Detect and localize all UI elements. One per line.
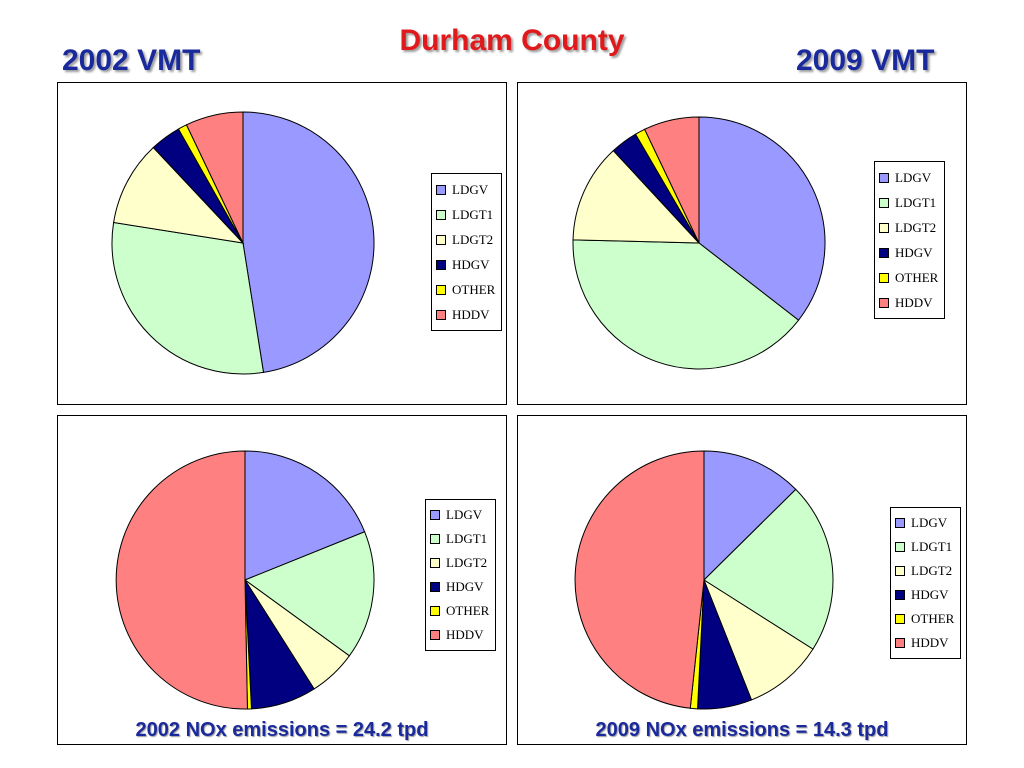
legend-swatch: [430, 534, 440, 544]
legend-swatch: [436, 310, 446, 320]
legend-item-ldgt2: LDGT2: [436, 227, 495, 252]
legend-item-hddv: HDDV: [430, 623, 489, 647]
legend-label: LDGV: [452, 182, 488, 198]
chart-title-2009-vmt: 2009 VMT: [796, 44, 934, 78]
legend-label: OTHER: [911, 611, 954, 627]
legend-item-hdgv: HDGV: [436, 252, 495, 277]
legend-item-ldgt1: LDGT1: [436, 202, 495, 227]
pie-panel-2009-vmt: LDGV LDGT1 LDGT2 HDGV OTHER HDDV: [517, 82, 967, 405]
legend-2002-nox: LDGV LDGT1 LDGT2 HDGV OTHER HDDV: [425, 499, 496, 651]
legend-swatch: [895, 542, 905, 552]
legend-swatch: [879, 198, 889, 208]
legend-2009-nox: LDGV LDGT1 LDGT2 HDGV OTHER HDDV: [890, 507, 961, 659]
legend-label: OTHER: [895, 270, 938, 286]
pie-panel-2002-nox: LDGV LDGT1 LDGT2 HDGV OTHER HDDV 2002 NOx emi…: [57, 415, 507, 745]
legend-item-other: OTHER: [895, 607, 954, 631]
legend-swatch: [895, 614, 905, 624]
legend-label: LDGT1: [446, 531, 487, 547]
legend-item-ldgt1: LDGT1: [430, 527, 489, 551]
legend-label: LDGT1: [895, 195, 936, 211]
legend-item-ldgt1: LDGT1: [895, 535, 954, 559]
legend-label: HDDV: [911, 635, 949, 651]
pie-slice-ldgv: [243, 112, 374, 372]
pie-panel-2009-nox: LDGV LDGT1 LDGT2 HDGV OTHER HDDV 2009 NOx emi…: [517, 415, 967, 745]
legend-item-ldgv: LDGV: [436, 177, 495, 202]
legend-swatch: [895, 638, 905, 648]
legend-item-ldgv: LDGV: [879, 165, 938, 190]
legend-label: LDGT2: [895, 220, 936, 236]
legend-swatch: [895, 566, 905, 576]
legend-label: OTHER: [446, 603, 489, 619]
pie-panel-2002-vmt: LDGV LDGT1 LDGT2 HDGV OTHER HDDV: [57, 82, 507, 405]
legend-swatch: [879, 173, 889, 183]
legend-label: LDGV: [446, 507, 482, 523]
legend-item-ldgt2: LDGT2: [879, 215, 938, 240]
caption-2002-nox: 2002 NOx emissions = 24.2 tpd: [58, 719, 506, 742]
legend-label: HDDV: [895, 295, 933, 311]
legend-item-hdgv: HDGV: [430, 575, 489, 599]
legend-item-other: OTHER: [430, 599, 489, 623]
legend-swatch: [879, 248, 889, 258]
legend-item-other: OTHER: [879, 265, 938, 290]
legend-swatch: [430, 558, 440, 568]
legend-label: HDGV: [446, 579, 484, 595]
chart-title-2002-vmt: 2002 VMT: [62, 44, 200, 78]
legend-swatch: [430, 510, 440, 520]
legend-label: LDGT2: [452, 232, 493, 248]
legend-item-ldgt2: LDGT2: [895, 559, 954, 583]
legend-swatch: [879, 298, 889, 308]
legend-swatch: [436, 185, 446, 195]
legend-label: LDGT2: [911, 563, 952, 579]
caption-2009-nox: 2009 NOx emissions = 14.3 tpd: [518, 719, 966, 742]
legend-item-ldgt1: LDGT1: [879, 190, 938, 215]
legend-swatch: [430, 606, 440, 616]
legend-label: HDGV: [911, 587, 949, 603]
legend-swatch: [436, 260, 446, 270]
legend-label: OTHER: [452, 282, 495, 298]
legend-label: LDGV: [911, 515, 947, 531]
legend-label: HDGV: [895, 245, 933, 261]
legend-swatch: [879, 223, 889, 233]
legend-label: HDDV: [446, 627, 484, 643]
legend-swatch: [895, 590, 905, 600]
legend-item-hddv: HDDV: [879, 290, 938, 315]
legend-swatch: [879, 273, 889, 283]
legend-swatch: [895, 518, 905, 528]
legend-label: HDGV: [452, 257, 490, 273]
pie-slice-hddv: [575, 451, 704, 708]
pie-slice-ldgt1: [112, 223, 263, 374]
legend-2002-vmt: LDGV LDGT1 LDGT2 HDGV OTHER HDDV: [431, 173, 502, 331]
legend-item-ldgv: LDGV: [895, 511, 954, 535]
legend-swatch: [436, 210, 446, 220]
legend-2009-vmt: LDGV LDGT1 LDGT2 HDGV OTHER HDDV: [874, 161, 945, 319]
legend-swatch: [436, 285, 446, 295]
legend-label: LDGT1: [452, 207, 493, 223]
legend-item-hddv: HDDV: [436, 302, 495, 327]
legend-swatch: [436, 235, 446, 245]
pie-slice-hddv: [116, 451, 247, 709]
legend-item-other: OTHER: [436, 277, 495, 302]
legend-item-hdgv: HDGV: [895, 583, 954, 607]
legend-label: LDGT1: [911, 539, 952, 555]
legend-item-hdgv: HDGV: [879, 240, 938, 265]
legend-item-ldgv: LDGV: [430, 503, 489, 527]
legend-swatch: [430, 630, 440, 640]
legend-item-hddv: HDDV: [895, 631, 954, 655]
legend-swatch: [430, 582, 440, 592]
legend-item-ldgt2: LDGT2: [430, 551, 489, 575]
legend-label: HDDV: [452, 307, 490, 323]
legend-label: LDGV: [895, 170, 931, 186]
legend-label: LDGT2: [446, 555, 487, 571]
